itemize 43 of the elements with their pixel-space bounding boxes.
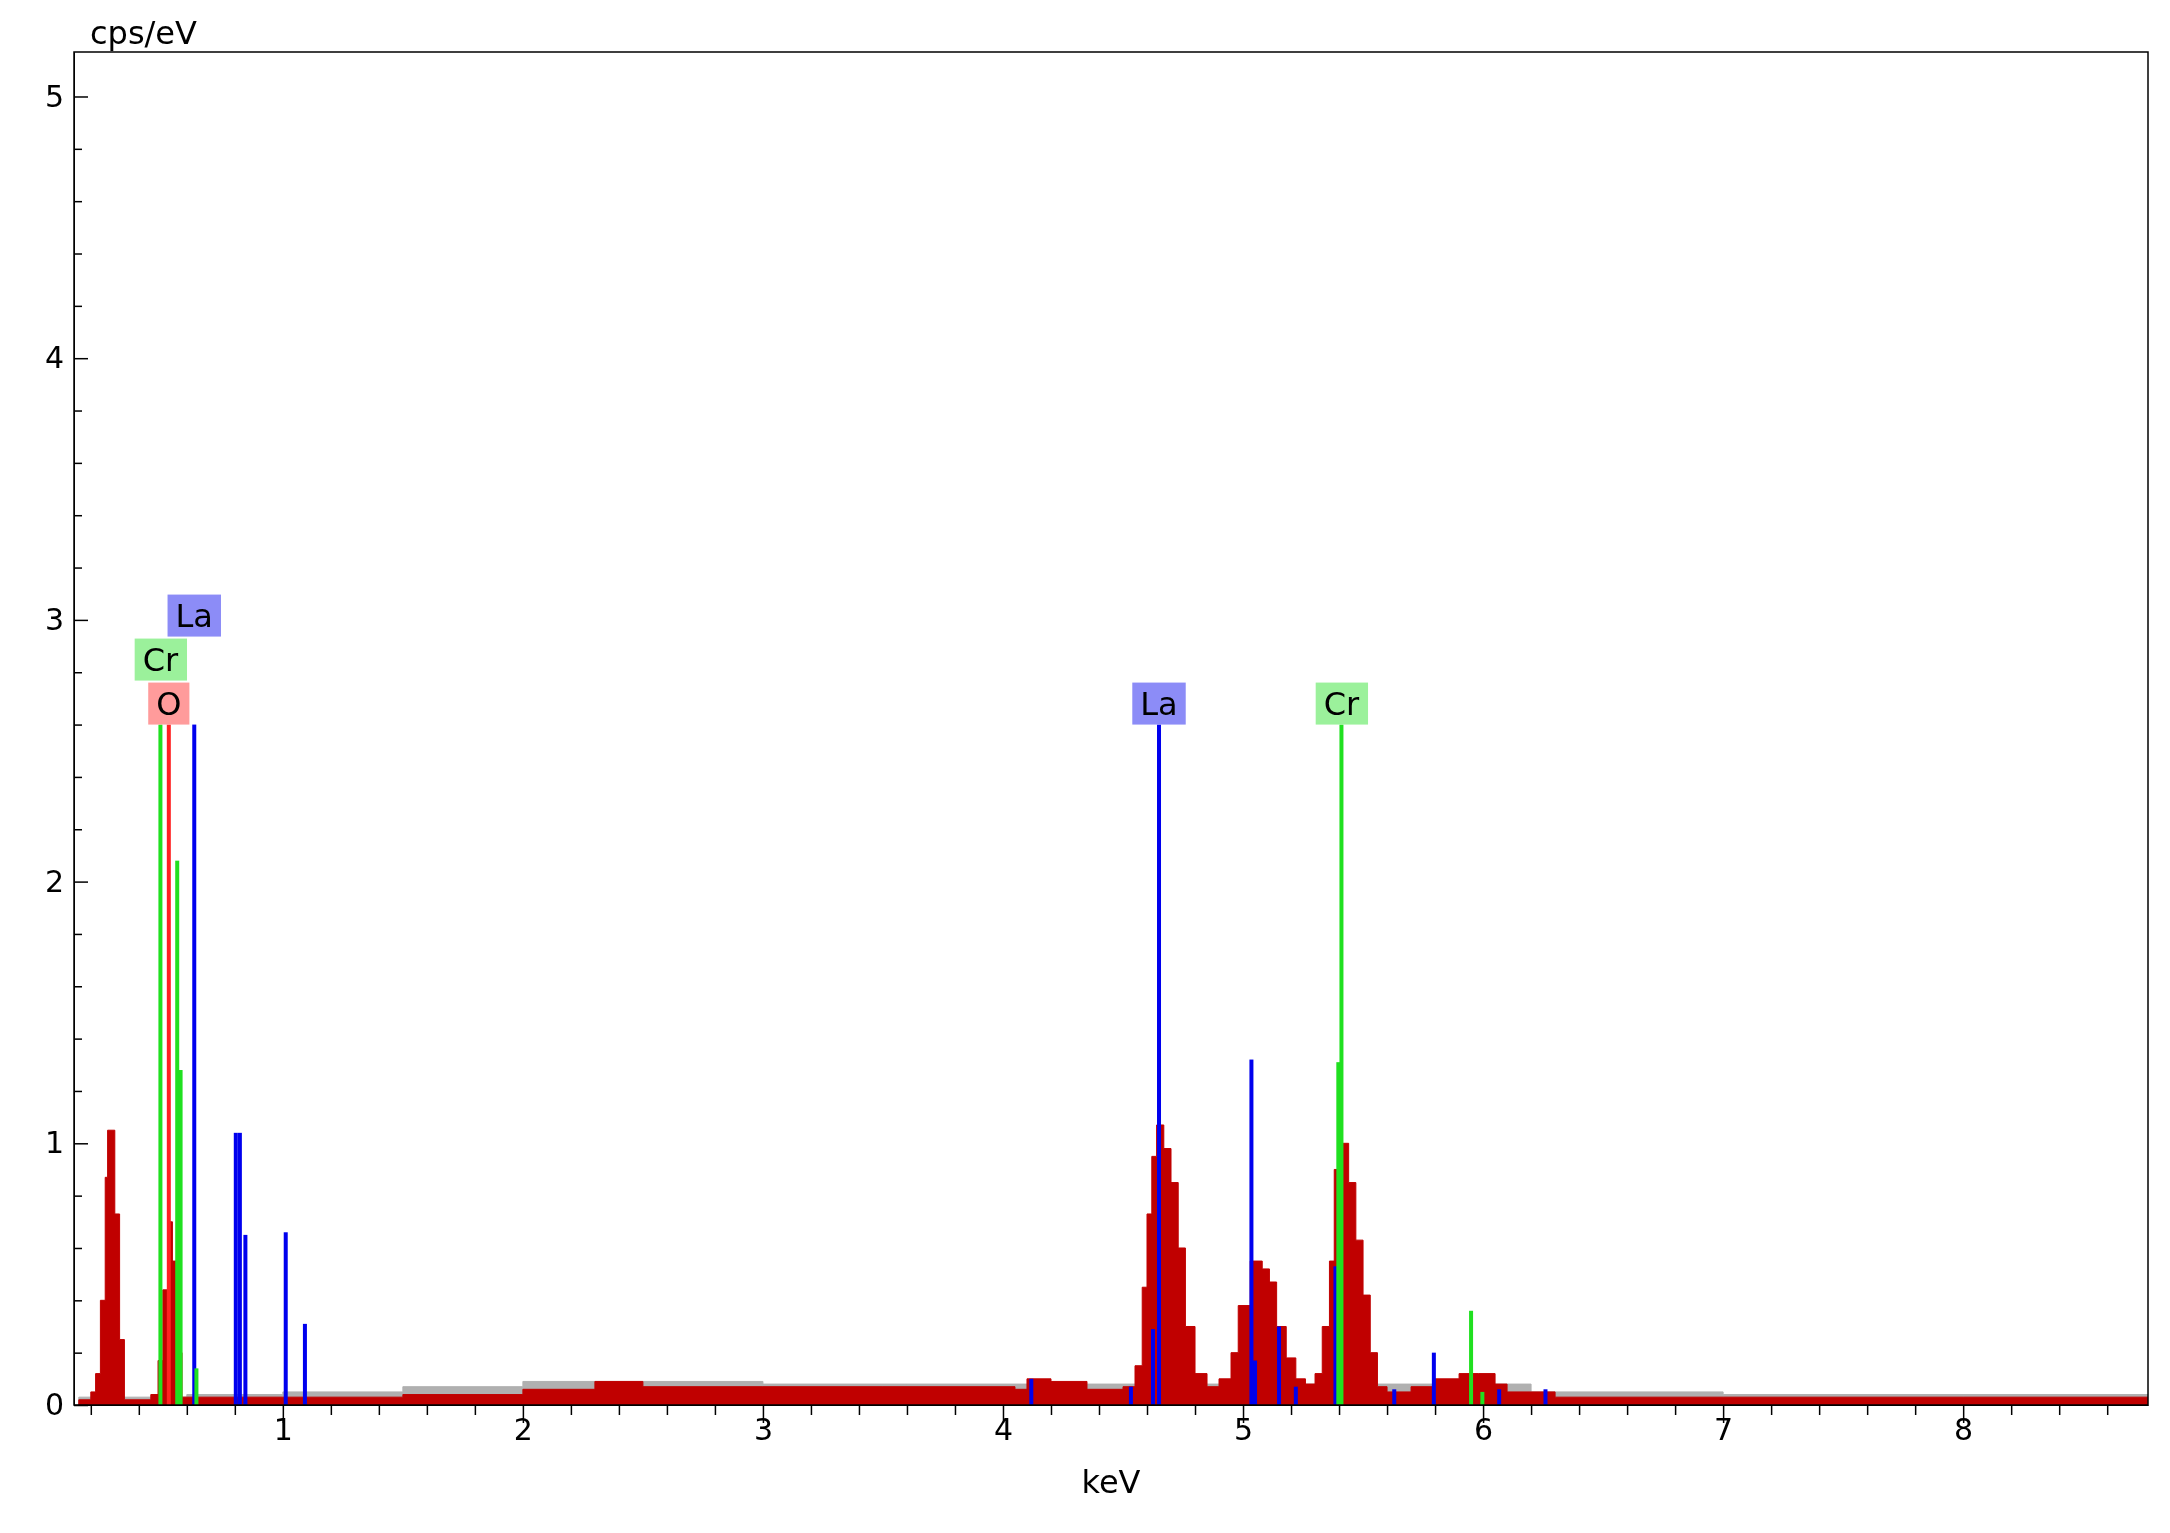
y-tick-label: 2	[44, 863, 64, 899]
bar	[1480, 1391, 1485, 1405]
bar	[233, 1132, 238, 1405]
bar	[1029, 1378, 1034, 1405]
bar	[1543, 1389, 1548, 1405]
x-tick-label: 8	[1954, 1412, 1974, 1448]
x-tick-label: 4	[993, 1412, 1014, 1448]
bar	[283, 1232, 288, 1405]
bar	[1249, 1059, 1254, 1405]
bar	[175, 860, 180, 1405]
x-tick-label: 1	[273, 1412, 293, 1448]
bar	[194, 1368, 199, 1405]
bar	[1128, 1386, 1133, 1405]
bar	[1293, 1386, 1298, 1405]
bar	[1392, 1389, 1397, 1405]
bar	[1497, 1389, 1502, 1405]
bar	[1277, 1326, 1282, 1405]
annotation: La	[1140, 684, 1178, 723]
y-axis-title: cps/eV	[90, 14, 198, 52]
bar	[166, 724, 171, 1405]
x-tick-label: 5	[1233, 1412, 1254, 1448]
y-tick-label: 5	[44, 78, 64, 114]
bar	[1469, 1310, 1474, 1405]
x-tick-label: 3	[753, 1412, 773, 1448]
bar	[1431, 1352, 1436, 1405]
bar	[1151, 1329, 1156, 1405]
annotation: Cr	[142, 640, 180, 679]
bar	[302, 1323, 307, 1405]
x-tick-label: 2	[513, 1412, 533, 1448]
y-tick-label: 3	[44, 601, 64, 637]
x-axis-title: keV	[1081, 1463, 1141, 1501]
annotation: Cr	[1323, 684, 1361, 723]
bar	[1339, 724, 1344, 1405]
x-tick-label: 6	[1474, 1412, 1494, 1448]
bar	[192, 724, 197, 1405]
y-tick-label: 1	[44, 1125, 64, 1161]
x-tick-label: 7	[1714, 1412, 1734, 1448]
annotation: La	[175, 596, 213, 635]
annotation: O	[156, 684, 182, 723]
bar	[1157, 724, 1162, 1405]
bar	[158, 724, 163, 1405]
y-tick-label: 4	[44, 340, 64, 376]
y-tick-label: 0	[44, 1387, 64, 1423]
